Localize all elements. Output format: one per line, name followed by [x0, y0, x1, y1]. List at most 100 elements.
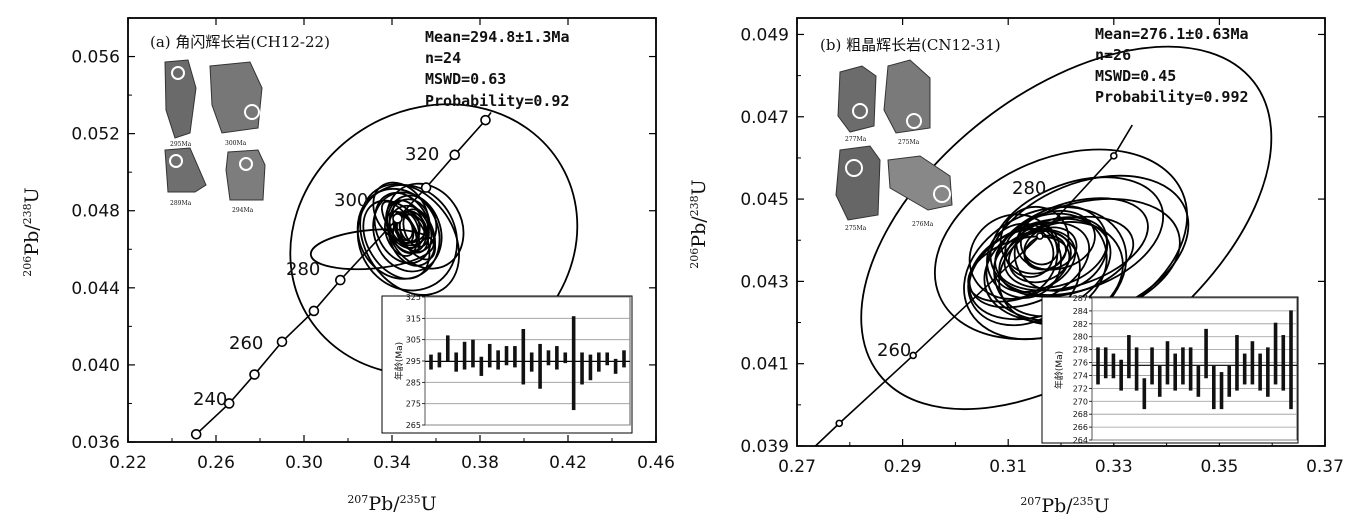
concordia-age-label: 260: [877, 340, 911, 361]
concordia-age-marker: [190, 428, 202, 440]
y-tick-label: 0.040: [71, 356, 120, 376]
x-tick-label: 0.33: [1095, 457, 1133, 477]
y-tick-label: 0.041: [740, 355, 789, 375]
panel-b-stat-n: n=26: [1095, 46, 1131, 64]
concordia-age-label: 260: [229, 333, 263, 354]
y-tick-label: 0.052: [71, 125, 120, 145]
inset-bar: [1157, 365, 1162, 397]
concordia-age-marker: [392, 213, 403, 224]
x-tick-label: 0.38: [461, 453, 499, 473]
y-tick-label: 0.044: [71, 279, 120, 299]
x-tick-label: 0.27: [778, 457, 816, 477]
y-tick-label: 0.048: [71, 202, 120, 222]
inset-bar: [1235, 335, 1239, 391]
inset-bar: [471, 339, 475, 368]
x-tick-label: 0.34: [373, 453, 411, 473]
inset-y-tick: 285: [406, 378, 421, 387]
inset-bar: [437, 352, 442, 368]
x-tick-label: 0.26: [197, 453, 235, 473]
inset-bar: [605, 352, 610, 366]
concordia-age-label: 300: [334, 190, 368, 211]
inset-bar: [1142, 378, 1147, 410]
inset-y-tick: 276: [1073, 359, 1088, 368]
error-ellipse: [387, 204, 436, 267]
concordia-age-label: 240: [193, 389, 227, 410]
zircon-caption: 275Ma: [898, 139, 920, 146]
concordia-age-label: 280: [1012, 178, 1046, 199]
inset-y-label: 年龄(Ma): [1053, 351, 1065, 389]
inset-y-tick: 268: [1073, 410, 1088, 419]
inset-bar: [462, 341, 467, 370]
inset-y-tick: 265: [406, 421, 421, 430]
zircon-image: 300Ma: [209, 61, 263, 147]
inset-bar: [555, 346, 559, 370]
panel-b-x-tick-labels: 0.27 0.29 0.31 0.33 0.35 0.37: [778, 457, 1344, 477]
panel-a-inset: 325 315 305 295 285 275 265 年龄(Ma): [381, 293, 633, 434]
zircon-caption: 275Ma: [845, 225, 867, 232]
error-ellipse: [359, 183, 460, 296]
panel-a: 0.22 0.26 0.30 0.34 0.38 0.42 0.46 0.036…: [21, 17, 675, 515]
panel-a-x-axis-title: 207Pb/235U: [347, 493, 436, 515]
panel-b-y-axis-title: 206Pb/238U: [688, 179, 710, 268]
x-tick-label: 0.42: [549, 453, 587, 473]
inset-y-tick-labels: 287 284 282 280 278 276 274 272 270 268 …: [1073, 294, 1088, 445]
error-ellipse: [385, 182, 465, 270]
zircon-caption: 294Ma: [232, 207, 254, 214]
inset-bar: [597, 352, 601, 372]
panel-b-concordia: [814, 124, 1133, 446]
panel-b-x-axis-title: 207Pb/235U: [1020, 495, 1109, 517]
x-tick-label: 0.31: [989, 457, 1027, 477]
zircon-image: 277Ma: [837, 65, 877, 143]
inset-bar: [622, 350, 626, 368]
panel-b-stat-mean: Mean=276.1±0.63Ma: [1095, 25, 1249, 43]
inset-y-tick: 278: [1073, 346, 1088, 355]
concordia-age-marker: [276, 336, 288, 348]
concordia-age-marker: [223, 398, 235, 409]
zircon-caption: 289Ma: [170, 200, 192, 207]
panel-a-stat-mean: Mean=294.8±1.3Ma: [425, 28, 570, 46]
inset-y-tick: 287: [1073, 294, 1088, 303]
panel-a-stat-mswd: MSWD=0.63: [425, 70, 506, 88]
inset-gridlines: [1089, 297, 1297, 441]
zircon-image: 275Ma: [835, 145, 881, 232]
inset-bar: [613, 358, 618, 374]
inset-y-tick: 284: [1073, 307, 1088, 316]
inset-frame: [1041, 296, 1299, 444]
error-ellipse: [1015, 209, 1096, 271]
panel-b-zircon-images: 277Ma 275Ma 275Ma 276Ma: [835, 59, 953, 232]
inset-bar: [1258, 353, 1262, 391]
panel-a-zircon-images: 295Ma 300Ma 289Ma 294Ma: [164, 59, 266, 214]
inset-bar: [1188, 347, 1193, 391]
concordia-age-marker: [1110, 152, 1118, 160]
panel-b-y-tick-labels: 0.039 0.041 0.043 0.045 0.047 0.049: [740, 25, 789, 457]
inset-bar: [1289, 310, 1293, 410]
inset-y-tick: 280: [1073, 333, 1088, 342]
inset-y-tick: 315: [406, 314, 421, 323]
inset-bar: [1273, 322, 1278, 385]
error-ellipse: [356, 184, 458, 292]
error-ellipse: [968, 213, 1059, 300]
panel-b-title: (b) 粗晶辉长岩(CN12-31): [820, 36, 1001, 54]
inset-y-tick: 305: [406, 336, 421, 345]
inset-y-tick: 270: [1073, 397, 1088, 406]
inset-bar: [1212, 365, 1216, 410]
inset-bars: [429, 316, 626, 411]
inset-y-label: 年龄(Ma): [393, 342, 405, 380]
concordia-age-marker: [420, 182, 432, 193]
inset-bar: [1111, 353, 1116, 379]
y-tick-label: 0.056: [71, 48, 120, 68]
inset-y-tick: 282: [1073, 320, 1088, 329]
inset-bar: [1196, 365, 1201, 397]
inset-bar: [1127, 335, 1131, 379]
inset-bar: [479, 356, 484, 376]
y-tick-label: 0.045: [740, 190, 789, 210]
inset-bar: [513, 346, 517, 368]
inset-y-tick: 275: [406, 400, 421, 409]
panel-a-y-tick-labels: 0.036 0.040 0.044 0.048 0.052 0.056: [71, 48, 120, 453]
inset-bar: [1103, 347, 1108, 379]
inset-bar: [1173, 353, 1177, 391]
panel-a-concordia: [190, 111, 492, 440]
inset-bars: [1096, 310, 1293, 410]
inset-bar: [1165, 341, 1170, 385]
concordia-age-marker: [835, 419, 844, 428]
